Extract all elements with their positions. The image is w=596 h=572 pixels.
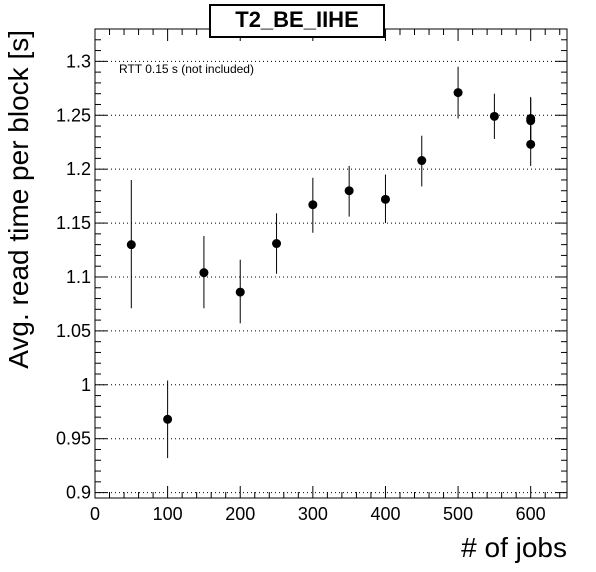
x-axis-title: # of jobs [461, 532, 567, 563]
data-point [126, 240, 136, 250]
data-point [272, 239, 282, 249]
x-tick-label: 0 [90, 504, 100, 524]
y-tick-label: 1.15 [56, 213, 91, 233]
x-tick-label: 300 [298, 504, 328, 524]
y-tick-label: 1.05 [56, 321, 91, 341]
data-point [453, 88, 463, 98]
x-tick-label: 400 [370, 504, 400, 524]
chart-title: T2_BE_IIHE [235, 7, 359, 32]
tick-labels: 0.9 0.95 1 1.05 1.1 1.15 1.2 1.25 1.3 0 100 200 300 4… [56, 51, 546, 524]
y-tick-label: 1.1 [66, 267, 91, 287]
data-point [308, 200, 318, 210]
y-tick-label: 1 [81, 375, 91, 395]
y-tick-label: 1.2 [66, 159, 91, 179]
y-tick-label: 1.3 [66, 51, 91, 71]
grid [95, 60, 567, 494]
x-tick-label: 200 [225, 504, 255, 524]
data-point [235, 287, 245, 297]
data-point [199, 268, 209, 278]
y-tick-label: 1.25 [56, 105, 91, 125]
data-point [489, 111, 499, 121]
data-point [417, 156, 427, 166]
y-tick-label: 0.9 [66, 483, 91, 503]
x-tick-label: 600 [516, 504, 546, 524]
data-point [526, 116, 536, 126]
x-tick-label: 100 [153, 504, 183, 524]
y-tick-label: 0.95 [56, 429, 91, 449]
title-frame [209, 4, 385, 38]
data-point [380, 194, 390, 204]
x-tick-label: 500 [443, 504, 473, 524]
y-axis-title: Avg. read time per block [s] [3, 30, 34, 369]
data-point [344, 186, 354, 196]
data-point [163, 414, 173, 424]
title-box: T2_BE_IIHE [209, 4, 385, 38]
rtt-annotation: RTT 0.15 s (not included) [119, 62, 254, 76]
data-point [526, 139, 536, 149]
data-points [126, 66, 536, 459]
